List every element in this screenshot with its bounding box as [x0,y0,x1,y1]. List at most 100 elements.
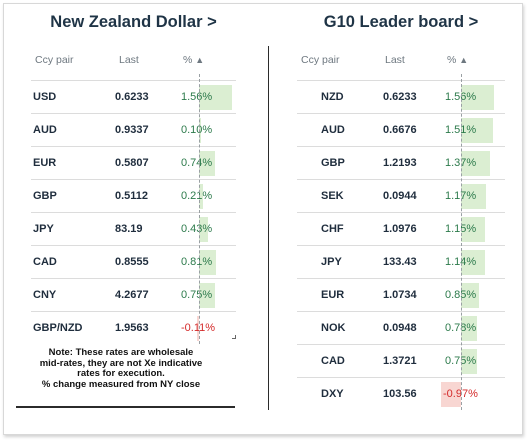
ccy-pair: GBP [321,157,345,169]
percent-change: 1.37% [445,157,477,169]
last-rate: 0.9337 [115,124,149,136]
g10-table-header: Ccy pair Last % ▲ [297,54,505,72]
ccy-pair: DXY [321,388,344,400]
disclaimer-line: % change measured from NY close [41,378,201,390]
percent-change: 0.10% [181,124,213,136]
last-rate: 1.9563 [115,322,149,334]
percent-change: 0.78% [445,322,477,334]
last-rate: 103.56 [383,388,417,400]
right-zero-line [461,74,462,410]
percent-change: 0.81% [181,256,213,268]
header-percent-label: % [447,54,457,66]
change-bar-positive [199,184,204,209]
nzd-rows: USD 0.6233 1.56% AUD 0.9337 0.10% EUR 0.5807 0.7… [31,80,236,344]
percent-change: 0.85% [445,289,477,301]
change-bar-positive [461,85,494,110]
percent-change: -0.11% [181,322,216,334]
g10-row-dxy[interactable]: DXY 103.56 -0.97% [297,377,505,410]
percent-change: 0.75% [181,289,213,301]
ccy-pair: EUR [321,289,345,301]
percent-change: 1.14% [445,256,477,268]
g10-rows: NZD 0.6233 1.56% AUD 0.6676 1.51% GBP 1.2193 1.3… [297,80,505,410]
g10-row-nok[interactable]: NOK 0.0948 0.78% [297,311,505,344]
ccy-pair: EUR [33,157,57,169]
percent-change: 0.21% [181,190,213,202]
ccy-pair: JPY [33,223,54,235]
last-rate: 4.2677 [115,289,149,301]
rates-disclaimer: Note: These rates are wholesale mid-rate… [16,347,226,390]
last-rate: 83.19 [115,223,143,235]
last-rate: 1.0976 [383,223,417,235]
g10-row-gbp[interactable]: GBP 1.2193 1.37% [297,146,505,179]
disclaimer-line: mid-rates, they are not Xe indicative [39,357,203,369]
header-percent[interactable]: % ▲ [183,54,204,66]
nzd-row-gbp[interactable]: GBP 0.5112 0.21% [31,179,236,212]
percent-change: 0.74% [181,157,213,169]
nzd-row-cad[interactable]: CAD 0.8555 0.81% [31,245,236,278]
note-divider [16,406,235,408]
g10-row-sek[interactable]: SEK 0.0944 1.17% [297,179,505,212]
ccy-pair: CHF [321,223,344,235]
percent-change: 1.56% [181,91,213,103]
percent-change: 1.56% [445,91,477,103]
ccy-pair: NZD [321,91,344,103]
sort-up-icon: ▲ [459,55,469,65]
change-bar-positive [461,118,493,143]
ccy-pair: CAD [321,355,345,367]
g10-row-eur[interactable]: EUR 1.0734 0.85% [297,278,505,311]
percent-change: 1.51% [445,124,477,136]
last-rate: 0.5807 [115,157,149,169]
ccy-pair: CNY [33,289,57,301]
change-bar-positive [461,349,477,374]
change-bar-positive [461,151,490,176]
g10-row-jpy[interactable]: JPY 133.43 1.14% [297,245,505,278]
sort-up-icon: ▲ [195,55,205,65]
ccy-pair: GBP [33,190,57,202]
header-percent[interactable]: % ▲ [447,54,468,66]
header-last[interactable]: Last [119,54,139,66]
last-rate: 1.2193 [383,157,417,169]
g10-row-chf[interactable]: CHF 1.0976 1.15% [297,212,505,245]
last-rate: 0.8555 [115,256,149,268]
g10-row-nzd[interactable]: NZD 0.6233 1.56% [297,80,505,113]
last-rate: 0.0948 [383,322,417,334]
header-ccy-pair[interactable]: Ccy pair [35,54,74,66]
ccy-pair: USD [33,91,57,103]
nzd-row-jpy[interactable]: JPY 83.19 0.43% [31,212,236,245]
ccy-pair: GBP/NZD [33,322,83,334]
nzd-panel-title[interactable]: New Zealand Dollar > [50,13,217,31]
ccy-pair: SEK [321,190,344,202]
g10-panel-title[interactable]: G10 Leader board > [323,13,479,31]
change-bar-positive [461,316,478,341]
ccy-pair: AUD [33,124,57,136]
nzd-row-gbp-nzd[interactable]: GBP/NZD 1.9563 -0.11% [31,311,236,344]
header-ccy-pair[interactable]: Ccy pair [301,54,340,66]
nzd-row-usd[interactable]: USD 0.6233 1.56% [31,80,236,113]
resize-corner-icon [232,335,236,339]
g10-row-cad[interactable]: CAD 1.3721 0.75% [297,344,505,377]
rates-widget: New Zealand Dollar > Ccy pair Last % ▲ U… [3,3,523,435]
disclaimer-line: Note: These rates are wholesale [48,347,194,358]
change-bar-negative [440,382,461,407]
ccy-pair: NOK [321,322,346,334]
nzd-row-cny[interactable]: CNY 4.2677 0.75% [31,278,236,311]
nzd-row-eur[interactable]: EUR 0.5807 0.74% [31,146,236,179]
change-bar-positive [199,118,202,143]
last-rate: 0.6233 [383,91,417,103]
header-percent-label: % [183,54,193,66]
change-bar-positive [199,250,216,275]
change-bar-positive [461,217,486,242]
nzd-row-aud[interactable]: AUD 0.9337 0.10% [31,113,236,146]
percent-change: 0.43% [181,223,213,235]
percent-change: -0.97% [443,388,478,400]
last-rate: 0.0944 [383,190,417,202]
left-zero-line [199,74,200,344]
change-bar-negative [196,316,199,341]
g10-row-aud[interactable]: AUD 0.6676 1.51% [297,113,505,146]
ccy-pair: CAD [33,256,57,268]
change-bar-positive [199,151,215,176]
change-bar-positive [461,283,479,308]
panel-divider [268,46,269,410]
change-bar-positive [461,184,486,209]
header-last[interactable]: Last [385,54,405,66]
